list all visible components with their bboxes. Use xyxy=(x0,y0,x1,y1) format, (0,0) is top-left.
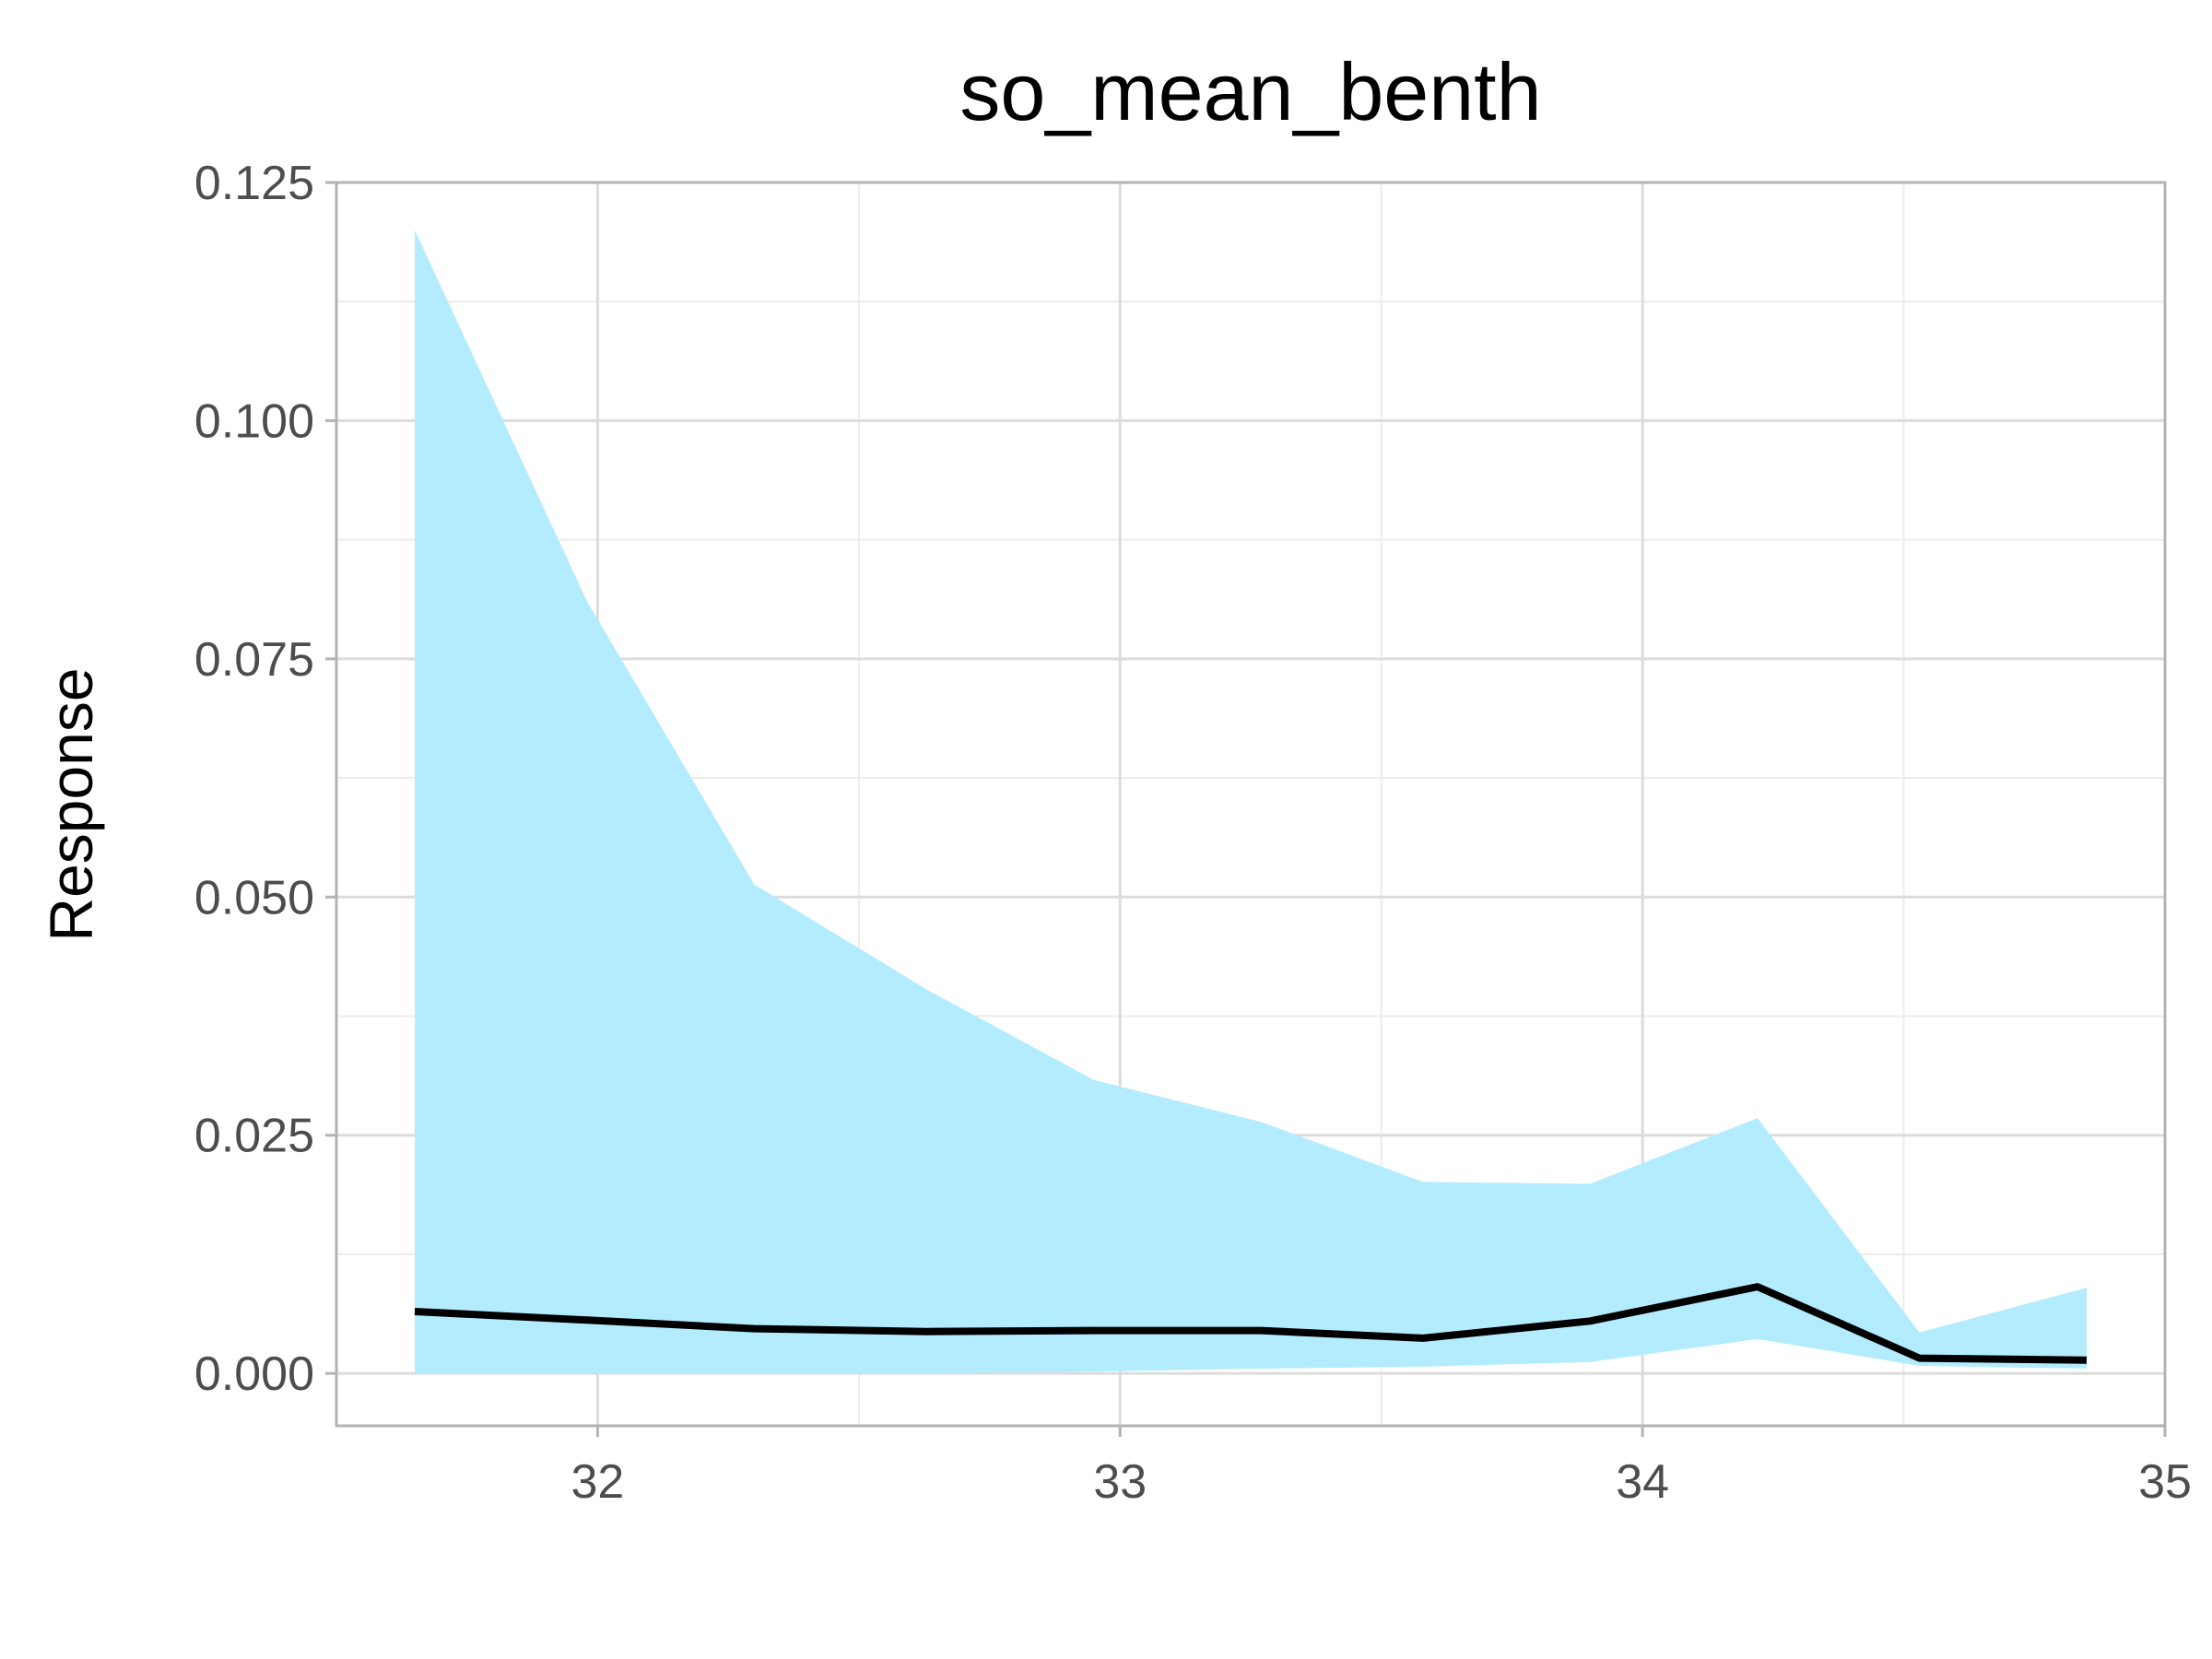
x-tick-label: 34 xyxy=(1616,1455,1669,1509)
mean-response-line xyxy=(414,1283,2088,1364)
y-tick-label: 0.100 xyxy=(194,394,314,448)
x-tick-label: 33 xyxy=(1093,1455,1147,1509)
x-tick-label: 35 xyxy=(2138,1455,2192,1509)
y-tick-label: 0.075 xyxy=(194,633,314,687)
chart-title: so_mean_benth xyxy=(959,46,1541,137)
y-tick-label: 0.025 xyxy=(194,1110,314,1163)
y-tick-label: 0.000 xyxy=(194,1347,314,1401)
y-axis-label: Response xyxy=(37,667,105,941)
x-tick-label: 32 xyxy=(571,1455,625,1509)
y-tick-label: 0.125 xyxy=(194,157,314,210)
axes: 0.000 0.025 0.050 0.075 0.100 0.125 32 33 34 35 xyxy=(194,157,2192,1509)
confidence-band-layer xyxy=(415,229,2087,1374)
y-tick-label: 0.050 xyxy=(194,871,314,924)
mean-line-layer xyxy=(414,1283,2088,1364)
confidence-band xyxy=(415,229,2087,1374)
panel-border xyxy=(335,181,2167,1428)
